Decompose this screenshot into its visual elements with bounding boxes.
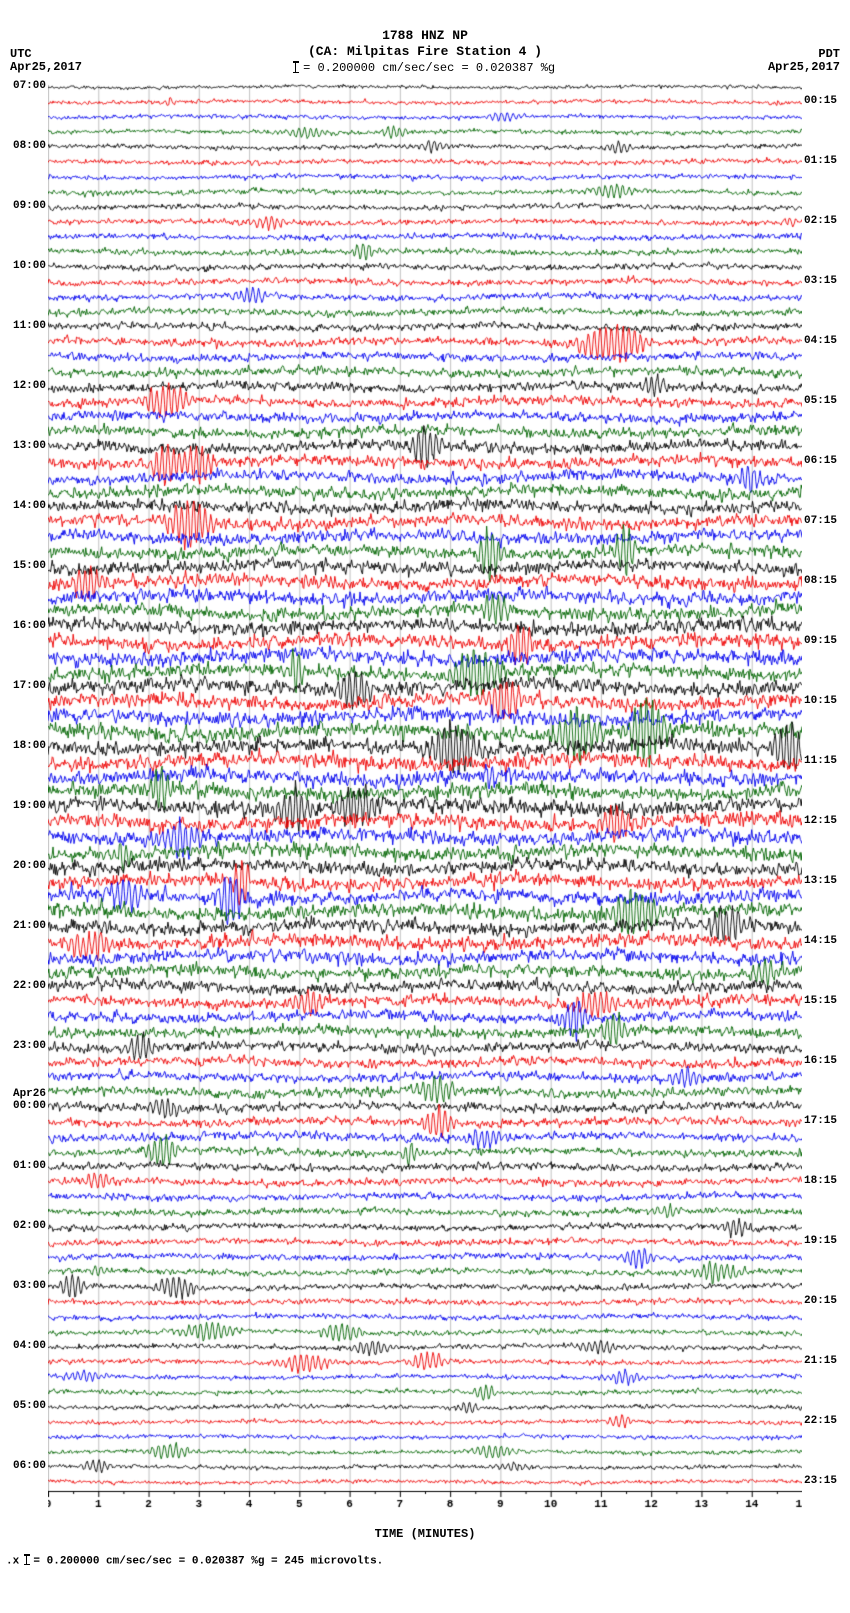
utc-date-label: Apr25,2017	[10, 61, 82, 74]
left-hour-label: 10:00	[13, 261, 46, 272]
right-hour-label: 06:15	[804, 456, 837, 467]
pdt-date-label: Apr25,2017	[768, 61, 840, 74]
left-hour-label: 11:00	[13, 321, 46, 332]
right-hour-label: 22:15	[804, 1416, 837, 1427]
left-hour-label: 03:00	[13, 1281, 46, 1292]
station-name: (CA: Milpitas Fire Station 4 )	[0, 44, 850, 60]
right-hour-label: 20:15	[804, 1296, 837, 1307]
x-axis-title: TIME (MINUTES)	[0, 1527, 850, 1541]
right-hour-label: 07:15	[804, 516, 837, 527]
right-hour-label: 05:15	[804, 396, 837, 407]
right-hour-label: 19:15	[804, 1236, 837, 1247]
left-hour-label: 20:00	[13, 861, 46, 872]
top-left-meta: UTC Apr25,2017	[10, 48, 82, 74]
scale-bar-icon	[26, 1554, 27, 1565]
left-hour-label: 17:00	[13, 681, 46, 692]
footer-prefix: .x	[6, 1556, 26, 1568]
right-hour-label: 16:15	[804, 1056, 837, 1067]
left-hour-label: 04:00	[13, 1341, 46, 1352]
chart-header: 1788 HNZ NP (CA: Milpitas Fire Station 4…	[0, 0, 850, 75]
right-hour-label: 17:15	[804, 1116, 837, 1127]
left-hour-label: 21:00	[13, 921, 46, 932]
right-hour-label: 04:15	[804, 336, 837, 347]
scale-bar-icon	[295, 61, 296, 73]
top-right-meta: PDT Apr25,2017	[768, 48, 840, 74]
right-hour-label: 00:15	[804, 96, 837, 107]
right-hour-label: 08:15	[804, 576, 837, 587]
left-hour-label: 02:00	[13, 1221, 46, 1232]
left-hour-label: 16:00	[13, 621, 46, 632]
right-hour-label: 14:15	[804, 936, 837, 947]
right-hour-label: 12:15	[804, 816, 837, 827]
left-hour-label: 08:00	[13, 141, 46, 152]
right-hour-label: 11:15	[804, 756, 837, 767]
right-hour-label: 09:15	[804, 636, 837, 647]
left-hour-label: 18:00	[13, 741, 46, 752]
scale-indicator: = 0.200000 cm/sec/sec = 0.020387 %g	[0, 61, 850, 75]
right-hour-label: 18:15	[804, 1176, 837, 1187]
seismogram-canvas	[48, 83, 802, 1527]
left-hour-label: 19:00	[13, 801, 46, 812]
scale-text: = 0.200000 cm/sec/sec = 0.020387 %g	[296, 61, 555, 75]
left-hour-label: 22:00	[13, 981, 46, 992]
left-hour-label: 09:00	[13, 201, 46, 212]
left-hour-label: 06:00	[13, 1461, 46, 1472]
left-hour-label: 12:00	[13, 381, 46, 392]
right-time-labels: 00:15 01:15 02:15 03:15 04:15 05:15 06:15 07:15…	[804, 83, 850, 1527]
left-hour-label: 05:00	[13, 1401, 46, 1412]
plot-area: 07:0008:0009:0010:0011:0012:0013:0014:00…	[48, 83, 802, 1527]
left-time-labels: 07:00 08:00 09:00 10:00 11:00 12:00 13:00 14:00…	[0, 83, 46, 1527]
left-hour-label: 07:00	[13, 81, 46, 92]
left-hour-label: 23:00	[13, 1041, 46, 1052]
left-hour-label: 14:00	[13, 501, 46, 512]
left-date-label: Apr26	[13, 1089, 46, 1100]
right-hour-label: 01:15	[804, 156, 837, 167]
right-hour-label: 23:15	[804, 1476, 837, 1487]
station-code: 1788 HNZ NP	[0, 28, 850, 44]
footer-scale: .x = 0.200000 cm/sec/sec = 0.020387 %g =…	[0, 1541, 850, 1573]
footer-text: = 0.200000 cm/sec/sec = 0.020387 %g = 24…	[27, 1556, 383, 1568]
right-hour-label: 02:15	[804, 216, 837, 227]
left-hour-label: 13:00	[13, 441, 46, 452]
right-hour-label: 21:15	[804, 1356, 837, 1367]
right-hour-label: 03:15	[804, 276, 837, 287]
right-hour-label: 10:15	[804, 696, 837, 707]
right-hour-label: 13:15	[804, 876, 837, 887]
left-hour-label: 01:00	[13, 1161, 46, 1172]
right-hour-label: 15:15	[804, 996, 837, 1007]
left-hour-label: 15:00	[13, 561, 46, 572]
left-hour-label: 00:00	[13, 1101, 46, 1112]
